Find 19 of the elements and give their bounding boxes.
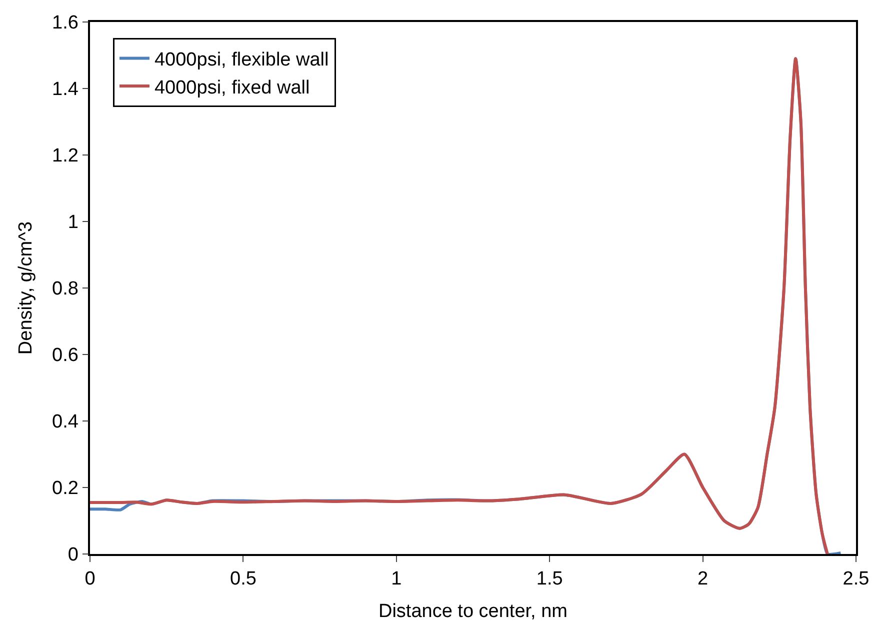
x-tick-label: 0.5 <box>230 568 256 590</box>
x-tick-label: 0 <box>84 568 96 590</box>
y-tick-label: 1.6 <box>52 12 78 34</box>
legend-label: 4000psi, flexible wall <box>154 50 329 71</box>
y-tick-label: 0.6 <box>52 345 78 366</box>
y-tick-label: 0.2 <box>52 478 78 500</box>
y-tick-label: 0.4 <box>52 412 79 433</box>
y-tick-label: 1.4 <box>52 79 79 100</box>
x-tick-label: 1 <box>391 568 402 590</box>
y-axis-title: Density, g/cm^3 <box>15 221 36 355</box>
y-tick-label: 0 <box>68 544 78 566</box>
legend-label: 4000psi, fixed wall <box>154 77 310 98</box>
y-tick-label: 0.8 <box>52 278 78 300</box>
y-tick-label: 1.2 <box>52 146 78 167</box>
x-tick-label: 1.5 <box>536 568 563 590</box>
x-axis-title: Distance to center, nm <box>378 600 568 622</box>
y-tick-label: 1 <box>68 212 78 234</box>
x-tick-label: 2.5 <box>842 568 870 590</box>
x-tick-label: 2 <box>698 568 708 590</box>
